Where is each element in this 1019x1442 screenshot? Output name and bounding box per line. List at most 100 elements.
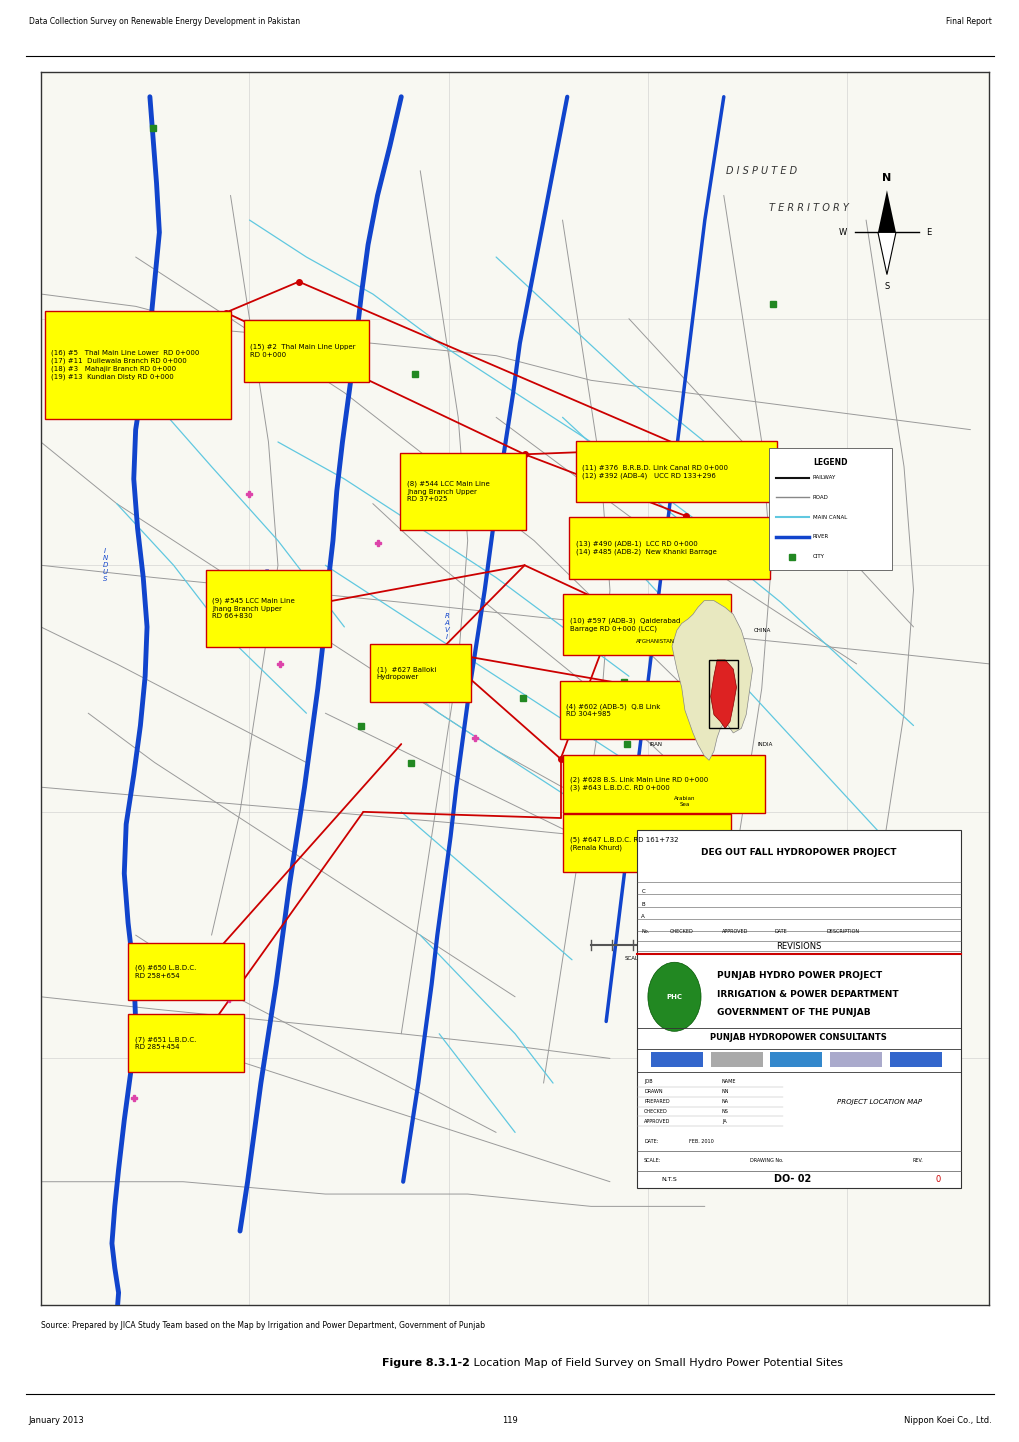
Polygon shape: [877, 232, 895, 274]
Text: JA: JA: [721, 1119, 726, 1123]
Text: CHINA: CHINA: [753, 627, 770, 633]
Text: DO- 02: DO- 02: [772, 1174, 810, 1184]
FancyBboxPatch shape: [829, 1053, 881, 1067]
Text: (8) #544 LCC Main Line
Jhang Branch Upper
RD 37+025: (8) #544 LCC Main Line Jhang Branch Uppe…: [407, 480, 489, 502]
Text: APPROVED: APPROVED: [721, 929, 748, 934]
Text: PUNJAB HYDROPOWER CONSULTANTS: PUNJAB HYDROPOWER CONSULTANTS: [709, 1032, 887, 1043]
Text: E: E: [925, 228, 931, 236]
Text: PREPARED: PREPARED: [643, 1099, 669, 1105]
Text: (16) #5   Thal Main Line Lower  RD 0+000
(17) #11  Dullewala Branch RD 0+000
(18: (16) #5 Thal Main Line Lower RD 0+000 (1…: [51, 349, 200, 381]
Text: RIVER: RIVER: [812, 535, 828, 539]
FancyBboxPatch shape: [576, 441, 776, 502]
FancyBboxPatch shape: [370, 645, 471, 702]
Text: APPROVED: APPROVED: [643, 1119, 669, 1123]
FancyBboxPatch shape: [399, 453, 525, 529]
FancyBboxPatch shape: [244, 320, 369, 382]
Text: (2) #628 B.S. Link Main Line RD 0+000
(3) #643 L.B.D.C. RD 0+000: (2) #628 B.S. Link Main Line RD 0+000 (3…: [570, 777, 707, 792]
Text: IRAN: IRAN: [649, 741, 661, 747]
Text: JOB: JOB: [643, 1080, 652, 1084]
Text: C: C: [641, 890, 644, 894]
Text: SCALE: SCALE: [625, 956, 642, 962]
Text: DRAWING No.: DRAWING No.: [749, 1158, 783, 1164]
Text: REVISIONS: REVISIONS: [775, 942, 820, 950]
Text: CHECKED: CHECKED: [669, 929, 693, 934]
Text: DESCRIPTION: DESCRIPTION: [825, 929, 859, 934]
Text: (1)  #627 Balloki
Hydropower: (1) #627 Balloki Hydropower: [376, 666, 435, 681]
Text: GOVERNMENT OF THE PUNJAB: GOVERNMENT OF THE PUNJAB: [716, 1008, 870, 1017]
Text: Figure 8.3.1-2: Figure 8.3.1-2: [382, 1358, 470, 1367]
Text: Location Map of Field Survey on Small Hydro Power Potential Sites: Location Map of Field Survey on Small Hy…: [463, 1358, 842, 1367]
Text: January 2013: January 2013: [29, 1416, 85, 1425]
Text: N.T.S: N.T.S: [661, 1177, 677, 1182]
FancyBboxPatch shape: [562, 815, 731, 872]
Text: A: A: [641, 914, 644, 919]
FancyBboxPatch shape: [562, 594, 731, 655]
Text: DATE:: DATE:: [643, 1139, 658, 1144]
FancyBboxPatch shape: [768, 448, 891, 570]
Text: (6) #650 L.B.D.C.
RD 258+654: (6) #650 L.B.D.C. RD 258+654: [135, 965, 196, 979]
Text: LEGEND: LEGEND: [812, 459, 847, 467]
Text: (15) #2  Thal Main Line Upper
RD 0+000: (15) #2 Thal Main Line Upper RD 0+000: [251, 343, 356, 358]
Text: REV.: REV.: [911, 1158, 922, 1164]
Polygon shape: [672, 601, 752, 760]
Circle shape: [647, 962, 700, 1031]
Polygon shape: [710, 660, 736, 728]
Text: MAIN CANAL: MAIN CANAL: [812, 515, 847, 519]
Text: C
H
E
N
A
B: C H E N A B: [264, 570, 269, 610]
Text: DATE: DATE: [773, 929, 786, 934]
Text: (9) #545 LCC Main Line
Jhang Branch Upper
RD 66+830: (9) #545 LCC Main Line Jhang Branch Uppe…: [212, 597, 294, 619]
Text: PUNJAB HYDRO POWER PROJECT: PUNJAB HYDRO POWER PROJECT: [716, 972, 881, 981]
Text: NA: NA: [721, 1099, 729, 1105]
Text: PROJECT LOCATION MAP: PROJECT LOCATION MAP: [837, 1099, 921, 1105]
Text: NAME: NAME: [721, 1080, 736, 1084]
FancyBboxPatch shape: [636, 831, 960, 1188]
Text: RAILWAY: RAILWAY: [812, 476, 836, 480]
Text: (5) #647 L.B.D.C. RD 161+732
(Renala Khurd): (5) #647 L.B.D.C. RD 161+732 (Renala Khu…: [570, 836, 678, 851]
FancyBboxPatch shape: [559, 681, 712, 740]
Text: INDIA: INDIA: [757, 741, 772, 747]
Text: (11) #376  B.R.B.D. Link Canal RD 0+000
(12) #392 (ADB-4)   UCC RD 133+296: (11) #376 B.R.B.D. Link Canal RD 0+000 (…: [582, 464, 728, 479]
Text: FEB. 2010: FEB. 2010: [688, 1139, 712, 1144]
FancyBboxPatch shape: [889, 1053, 942, 1067]
Text: SCALE:: SCALE:: [643, 1158, 661, 1164]
FancyBboxPatch shape: [128, 1014, 244, 1071]
Text: 119: 119: [501, 1416, 518, 1425]
Text: R
A
V
I: R A V I: [444, 613, 448, 640]
Text: DEG OUT FALL HYDROPOWER PROJECT: DEG OUT FALL HYDROPOWER PROJECT: [700, 848, 896, 857]
Text: Final Report: Final Report: [945, 17, 990, 26]
Text: CHECKED: CHECKED: [643, 1109, 667, 1113]
FancyBboxPatch shape: [562, 756, 764, 813]
Polygon shape: [877, 190, 895, 232]
Text: DRAWN: DRAWN: [643, 1089, 662, 1094]
Text: PHC: PHC: [665, 994, 682, 999]
FancyBboxPatch shape: [128, 943, 244, 1001]
Text: CITY: CITY: [812, 554, 824, 559]
FancyBboxPatch shape: [45, 311, 231, 418]
Text: No.: No.: [641, 929, 649, 934]
Text: (4) #602 (ADB-5)  Q.B Link
RD 304+985: (4) #602 (ADB-5) Q.B Link RD 304+985: [566, 704, 660, 717]
FancyBboxPatch shape: [769, 1053, 821, 1067]
Text: ROAD: ROAD: [812, 495, 828, 500]
Text: D I S P U T E D: D I S P U T E D: [726, 166, 797, 176]
FancyBboxPatch shape: [650, 1053, 702, 1067]
Text: Arabian
Sea: Arabian Sea: [674, 796, 695, 806]
FancyBboxPatch shape: [206, 570, 331, 646]
Text: Nippon Koei Co., Ltd.: Nippon Koei Co., Ltd.: [903, 1416, 990, 1425]
Text: W: W: [839, 228, 847, 236]
Text: (10) #597 (ADB-3)  Qaiderabad
Barrage RD 0+000 (LCC): (10) #597 (ADB-3) Qaiderabad Barrage RD …: [570, 617, 680, 632]
Text: T E R R I T O R Y: T E R R I T O R Y: [768, 203, 848, 213]
Text: S: S: [883, 281, 889, 291]
FancyBboxPatch shape: [710, 1053, 762, 1067]
Text: IRRIGATION & POWER DEPARTMENT: IRRIGATION & POWER DEPARTMENT: [716, 989, 898, 999]
Text: (7) #651 L.B.D.C.
RD 285+454: (7) #651 L.B.D.C. RD 285+454: [135, 1035, 196, 1050]
Text: 0: 0: [934, 1175, 940, 1184]
Text: Source: Prepared by JICA Study Team based on the Map by Irrigation and Power Dep: Source: Prepared by JICA Study Team base…: [41, 1321, 484, 1331]
FancyBboxPatch shape: [569, 518, 769, 578]
Text: B: B: [641, 901, 644, 907]
Text: AFGHANISTAN: AFGHANISTAN: [636, 639, 675, 645]
Text: I
N
D
U
S: I N D U S: [103, 548, 108, 583]
Text: NN: NN: [721, 1089, 729, 1094]
Text: N: N: [881, 173, 891, 183]
Text: Data Collection Survey on Renewable Energy Development in Pakistan: Data Collection Survey on Renewable Ener…: [29, 17, 300, 26]
Text: (13) #490 (ADB-1)  LCC RD 0+000
(14) #485 (ADB-2)  New Khanki Barrage: (13) #490 (ADB-1) LCC RD 0+000 (14) #485…: [576, 541, 716, 555]
